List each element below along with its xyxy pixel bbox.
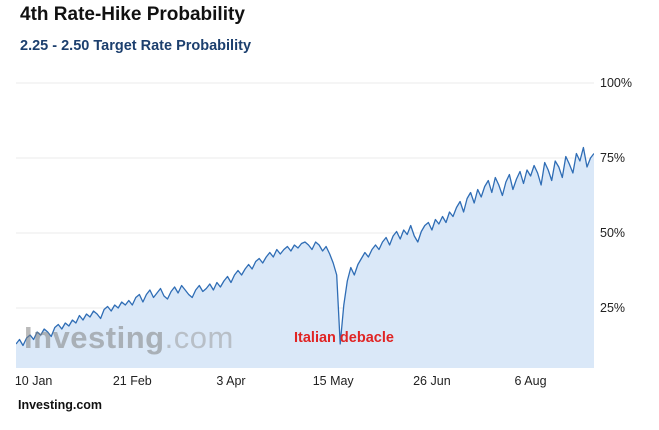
page-title: 4th Rate-Hike Probability xyxy=(20,4,245,25)
annotation-italian-debacle: Italian debacle xyxy=(294,330,394,346)
y-tick-label: 25% xyxy=(600,301,626,315)
watermark: Investing.com xyxy=(24,320,234,356)
x-tick-label: 15 May xyxy=(312,374,354,388)
x-tick-label: 26 Jun xyxy=(413,374,451,388)
probability-area-fill xyxy=(16,147,594,368)
x-tick-label: 3 Apr xyxy=(216,374,246,388)
probability-area-chart xyxy=(16,82,594,368)
x-tick-label: 21 Feb xyxy=(112,374,152,388)
watermark-light: .com xyxy=(164,320,234,355)
x-tick-label: 10 Jan xyxy=(14,374,53,388)
y-tick-label: 75% xyxy=(600,151,626,165)
y-tick-label: 50% xyxy=(600,226,626,240)
source-credit: Investing.com xyxy=(18,398,103,412)
y-tick-label: 100% xyxy=(600,76,632,90)
watermark-bold: Investing xyxy=(24,320,165,355)
chart-subtitle: 2.25 - 2.50 Target Rate Probability xyxy=(20,38,252,54)
probability-line xyxy=(16,146,594,347)
x-tick-label: 6 Aug xyxy=(514,374,547,388)
